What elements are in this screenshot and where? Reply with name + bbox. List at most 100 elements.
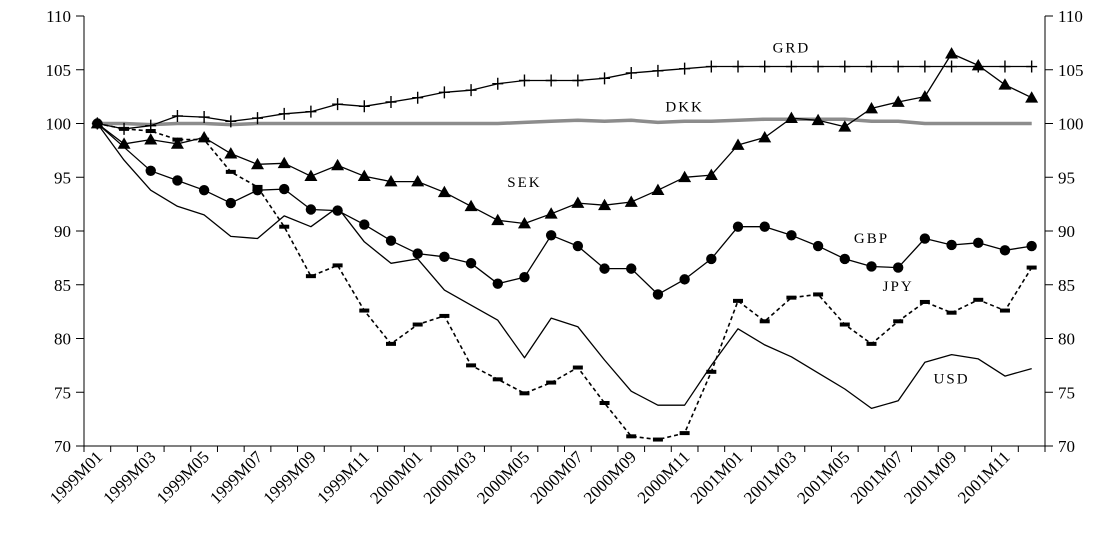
data-point-gbp xyxy=(946,239,957,251)
y-tick-label-left: 100 xyxy=(46,115,72,134)
data-point-grd xyxy=(705,60,717,73)
data-point-grd xyxy=(252,112,264,125)
y-tick-label-left: 80 xyxy=(54,330,71,349)
data-point-sek xyxy=(838,120,852,132)
series-label-sek: SEK xyxy=(507,175,541,191)
data-point-sek xyxy=(411,175,425,187)
data-point-jpy xyxy=(599,401,610,405)
x-tick-label: 2000M05 xyxy=(473,447,533,507)
data-point-jpy xyxy=(919,299,930,304)
data-point-gbp xyxy=(999,245,1011,256)
x-tick-label: 2001M01 xyxy=(687,447,747,507)
data-point-sek xyxy=(517,216,531,229)
data-point-gbp xyxy=(839,253,850,265)
x-tick-label: 2001M03 xyxy=(740,447,800,507)
y-tick-label-left: 85 xyxy=(54,276,71,295)
series-label-dkk: DKK xyxy=(665,100,704,116)
data-point-gbp xyxy=(732,221,744,232)
data-point-sek xyxy=(464,199,478,212)
data-point-sek xyxy=(704,168,718,180)
data-point-jpy xyxy=(305,274,316,279)
series-line-sek xyxy=(96,52,1032,225)
series-label-jpy: JPY xyxy=(883,279,914,295)
y-tick-label-right: 70 xyxy=(1058,437,1075,456)
data-point-grd xyxy=(572,74,584,87)
data-point-sek xyxy=(998,78,1012,90)
data-point-gbp xyxy=(812,240,824,252)
data-point-gbp xyxy=(519,272,530,283)
y-tick-label-right: 105 xyxy=(1058,61,1084,80)
data-point-gbp xyxy=(973,237,984,249)
data-point-jpy xyxy=(492,377,503,382)
series-grd xyxy=(91,60,1038,135)
data-point-jpy xyxy=(332,263,343,268)
data-point-grd xyxy=(625,66,637,79)
series-label-grd: GRD xyxy=(773,41,811,57)
data-point-gbp xyxy=(706,253,717,265)
data-point-grd xyxy=(679,62,691,75)
data-point-sek xyxy=(864,101,878,114)
y-tick-label-right: 95 xyxy=(1058,168,1075,187)
data-point-gbp xyxy=(866,261,877,272)
series-sek xyxy=(90,47,1039,229)
data-point-sek xyxy=(437,185,451,198)
data-point-grd xyxy=(171,109,183,122)
data-point-sek xyxy=(945,47,959,59)
data-point-gbp xyxy=(385,235,397,246)
data-point-grd xyxy=(865,60,877,73)
data-point-jpy xyxy=(786,295,797,300)
data-point-sek xyxy=(678,170,692,183)
data-point-jpy xyxy=(679,431,690,436)
data-point-sek xyxy=(918,90,932,102)
data-point-jpy xyxy=(439,313,450,318)
data-point-grd xyxy=(972,60,984,73)
series-gbp xyxy=(92,118,1037,300)
data-point-sek xyxy=(331,158,345,171)
data-point-grd xyxy=(225,115,237,128)
data-point-grd xyxy=(919,60,931,73)
data-point-grd xyxy=(332,98,344,111)
x-tick-label: 1999M05 xyxy=(153,447,213,507)
data-point-gbp xyxy=(626,263,637,274)
data-point-gbp xyxy=(225,197,237,209)
data-point-grd xyxy=(492,77,504,90)
data-point-jpy xyxy=(999,308,1010,313)
data-point-grd xyxy=(91,117,103,130)
data-point-grd xyxy=(652,64,664,77)
data-point-gbp xyxy=(759,221,770,232)
data-point-jpy xyxy=(359,308,370,313)
data-point-sek xyxy=(384,175,398,187)
series-line-dkk xyxy=(97,117,1032,127)
data-point-grd xyxy=(305,105,317,118)
data-point-jpy xyxy=(385,341,396,346)
x-tick-label: 1999M01 xyxy=(46,447,106,507)
data-point-gbp xyxy=(465,258,477,269)
data-point-jpy xyxy=(225,169,236,174)
data-point-sek xyxy=(784,111,798,123)
data-point-grd xyxy=(732,60,744,73)
data-point-gbp xyxy=(359,219,370,230)
y-tick-label-right: 100 xyxy=(1058,115,1084,134)
data-point-gbp xyxy=(305,204,317,215)
data-point-grd xyxy=(999,60,1011,73)
data-point-gbp xyxy=(198,184,210,196)
data-point-sek xyxy=(1025,91,1039,103)
data-point-sek xyxy=(731,138,745,150)
data-point-gbp xyxy=(145,165,156,176)
series-dkk xyxy=(97,117,1032,127)
y-tick-label-left: 70 xyxy=(54,437,71,456)
data-point-jpy xyxy=(412,322,423,327)
data-point-gbp xyxy=(172,175,183,186)
data-point-sek xyxy=(544,207,558,219)
x-tick-label: 2000M09 xyxy=(580,447,640,507)
data-point-sek xyxy=(651,183,665,196)
data-point-sek xyxy=(117,137,131,149)
data-point-jpy xyxy=(466,363,477,368)
data-point-jpy xyxy=(706,369,717,374)
y-tick-label-left: 110 xyxy=(46,7,71,26)
x-tick-label: 1999M03 xyxy=(99,447,159,507)
data-point-gbp xyxy=(332,205,343,216)
data-point-jpy xyxy=(279,224,290,229)
data-point-sek xyxy=(598,198,612,211)
